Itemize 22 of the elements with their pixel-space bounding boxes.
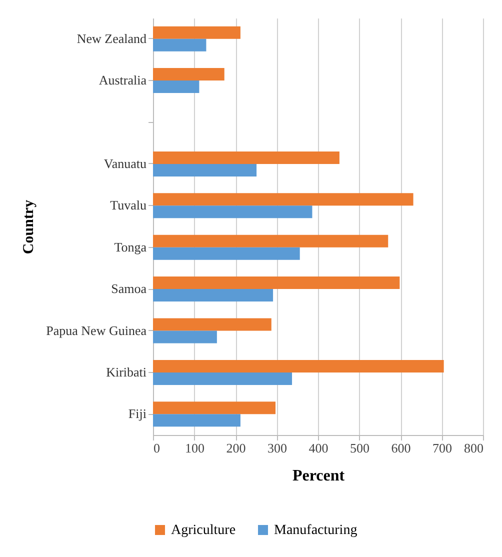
x-tick-label: 100: [185, 440, 204, 456]
x-tick-label: 0: [154, 440, 160, 456]
x-tick-label: 200: [226, 440, 246, 456]
x-tick-label: 700: [432, 440, 452, 456]
y-tick-label: Samoa: [111, 281, 147, 296]
x-tick-label: 600: [391, 440, 411, 456]
y-tick-label: New Zealand: [76, 30, 147, 46]
x-tick-label: 400: [308, 440, 328, 456]
y-tick-label: Kiribati: [106, 364, 147, 380]
y-tick-label: Vanuatu: [104, 156, 147, 171]
x-tick-label: 500: [350, 440, 370, 456]
y-tick-label: Fiji: [128, 406, 147, 422]
legend-label: Agriculture: [171, 523, 236, 538]
x-tick-label: 300: [268, 440, 287, 456]
y-tick-label: Tonga: [114, 239, 147, 254]
y-axis-title: Country: [21, 199, 38, 254]
x-axis-title: Percent: [292, 468, 346, 484]
legend-label: Manufacturing: [274, 523, 358, 538]
y-tick-label: Tuvalu: [110, 198, 147, 213]
x-tick-label: 800: [464, 440, 484, 456]
y-tick-label: Papua New Guinea: [46, 322, 147, 338]
y-tick-label: Australia: [98, 72, 147, 88]
